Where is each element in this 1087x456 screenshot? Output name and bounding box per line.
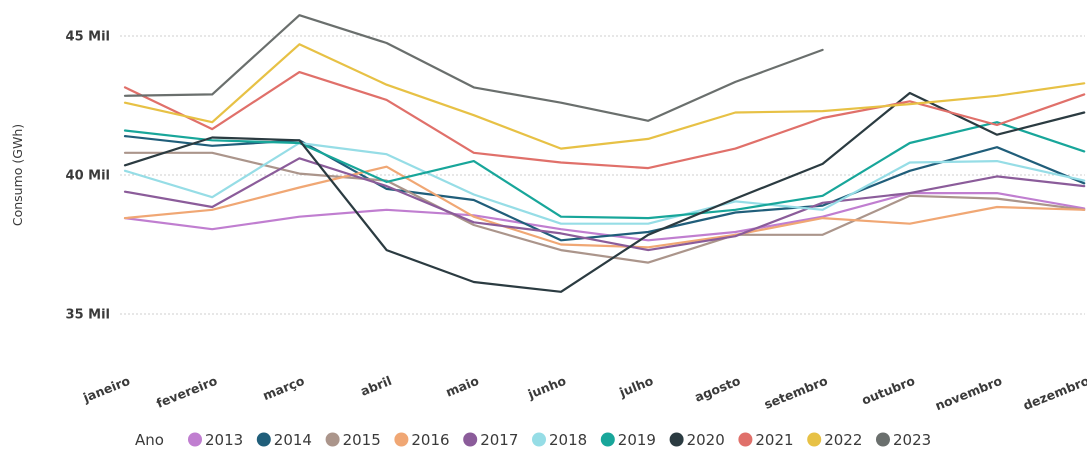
series-line-2013 bbox=[123, 192, 1086, 242]
legend-marker bbox=[188, 432, 202, 447]
legend-label: 2016 bbox=[411, 431, 449, 449]
x-tick-label: janeiro bbox=[80, 373, 132, 406]
x-tick-label: setembro bbox=[762, 373, 830, 412]
legend-marker bbox=[532, 432, 546, 447]
x-tick-label: julho bbox=[616, 373, 655, 401]
legend-label: 2017 bbox=[480, 431, 518, 449]
x-tick-label: agosto bbox=[692, 373, 742, 405]
legend-marker bbox=[394, 432, 409, 447]
legend-marker bbox=[738, 432, 753, 447]
series-line-2015 bbox=[123, 151, 1086, 264]
series-line-2016 bbox=[123, 165, 1086, 249]
y-tick-label: 45 Mil bbox=[66, 30, 110, 45]
legend-label: 2020 bbox=[687, 431, 725, 449]
series-lines bbox=[123, 14, 1086, 293]
legend-marker bbox=[600, 432, 615, 447]
x-tick-label: outubro bbox=[859, 373, 917, 408]
y-axis-ticks: 35 Mil 40 Mil 45 Mil bbox=[66, 30, 110, 323]
legend-label: 2013 bbox=[205, 431, 243, 449]
series-line-2019 bbox=[123, 121, 1086, 220]
x-tick-label: dezembro bbox=[1021, 373, 1087, 413]
x-tick-label: maio bbox=[443, 373, 481, 400]
x-tick-label: novembro bbox=[933, 373, 1005, 414]
x-tick-label: fevereiro bbox=[154, 373, 220, 411]
legend-marker bbox=[325, 432, 340, 447]
x-tick-label: março bbox=[260, 373, 306, 403]
legend-label: 2021 bbox=[755, 431, 793, 449]
series-line-2014 bbox=[123, 135, 1086, 242]
legend-item-2019[interactable]: 2019 bbox=[600, 431, 656, 449]
series-line-2022 bbox=[123, 43, 1086, 150]
x-axis-ticks: janeiro fevereiro março abril maio junho julho… bbox=[80, 373, 1087, 414]
legend-item-2022[interactable]: 2022 bbox=[807, 431, 862, 449]
legend-label: 2022 bbox=[824, 431, 862, 449]
legend-item-2020[interactable]: 2020 bbox=[669, 431, 725, 449]
legend-label: 2014 bbox=[274, 431, 312, 449]
y-axis-label: Consumo (GWh) bbox=[10, 124, 25, 226]
legend-item-2014[interactable]: 2014 bbox=[256, 431, 312, 449]
series-line-2020 bbox=[123, 91, 1086, 293]
grid bbox=[120, 35, 1085, 315]
legend-item-2017[interactable]: 2017 bbox=[463, 431, 518, 449]
legend-label: 2015 bbox=[343, 431, 381, 449]
x-tick-label: abril bbox=[358, 373, 393, 399]
legend[interactable]: Ano 2013 2014 2015 2016 2017 2018 2019 2020 2021… bbox=[135, 431, 931, 449]
series-line-2023 bbox=[123, 14, 824, 122]
legend-label: 2023 bbox=[893, 431, 931, 449]
legend-item-2013[interactable]: 2013 bbox=[188, 431, 243, 449]
series-line-2021 bbox=[123, 70, 1086, 170]
legend-label: 2019 bbox=[618, 431, 656, 449]
y-tick-label: 40 Mil bbox=[66, 169, 110, 184]
legend-marker bbox=[463, 432, 478, 447]
legend-item-2018[interactable]: 2018 bbox=[532, 431, 587, 449]
legend-item-2023[interactable]: 2023 bbox=[876, 431, 931, 449]
legend-marker bbox=[256, 432, 271, 447]
series-line-2017 bbox=[123, 157, 1086, 252]
x-tick-label: junho bbox=[525, 373, 569, 402]
series-line-2018 bbox=[123, 141, 1086, 225]
legend-label: 2018 bbox=[549, 431, 587, 449]
legend-item-2016[interactable]: 2016 bbox=[394, 431, 450, 449]
y-tick-label: 35 Mil bbox=[66, 308, 110, 323]
legend-marker bbox=[876, 432, 890, 447]
legend-item-2015[interactable]: 2015 bbox=[325, 431, 381, 449]
legend-item-2021[interactable]: 2021 bbox=[738, 431, 794, 449]
legend-title: Ano bbox=[135, 431, 164, 449]
legend-marker bbox=[669, 432, 684, 447]
legend-marker bbox=[807, 432, 822, 447]
